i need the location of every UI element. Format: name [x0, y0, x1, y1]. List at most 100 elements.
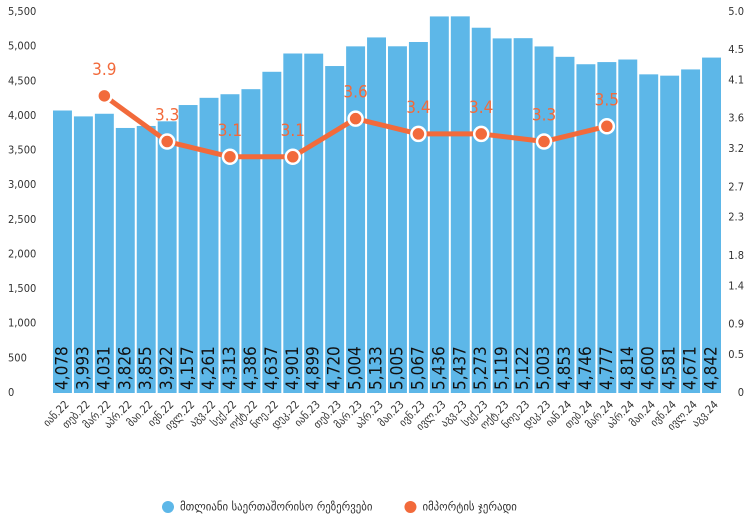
bar	[429, 16, 449, 394]
value-label: 5,003	[534, 346, 554, 390]
bar	[157, 121, 177, 393]
bar	[576, 64, 596, 394]
y-tick-label: 1,500	[8, 282, 36, 295]
y-tick-label: 5.0	[728, 5, 744, 18]
y-tick-label: 2.3	[728, 211, 744, 224]
y-tick-label: 500	[8, 351, 27, 364]
line-marker	[221, 148, 239, 166]
bar	[283, 53, 303, 394]
y-tick-label: 3,000	[8, 178, 36, 191]
value-label: 3,922	[157, 346, 177, 390]
value-label: 4,720	[325, 346, 345, 390]
bar	[262, 71, 282, 394]
value-label: 3,993	[73, 346, 93, 390]
data-label: 3.3	[532, 106, 556, 126]
line-marker	[598, 118, 616, 135]
bar	[115, 127, 135, 393]
y-tick-label: 1.8	[728, 249, 744, 262]
value-label: 4,814	[618, 346, 638, 390]
bar	[367, 37, 386, 393]
value-label: 5,119	[492, 346, 512, 390]
bar	[178, 105, 198, 394]
value-label: 4,777	[597, 346, 617, 390]
bar	[53, 110, 72, 393]
legend-label: იმპორტის ჯერადი	[422, 500, 517, 514]
value-label: 4,261	[199, 346, 219, 390]
value-label: 5,436	[429, 346, 449, 390]
value-label: 4,746	[576, 346, 596, 390]
bar	[555, 56, 575, 393]
bar	[450, 16, 470, 393]
value-label: 3,826	[115, 346, 135, 390]
y-tick-label: 2.7	[728, 180, 744, 193]
y-tick-label: 3.2	[728, 142, 744, 155]
bar	[618, 59, 638, 394]
value-label: 4,386	[241, 346, 261, 390]
y-tick-label: 5,500	[8, 5, 36, 18]
data-label: 3.4	[469, 98, 493, 118]
bar	[513, 38, 533, 393]
value-label: 4,157	[178, 346, 198, 390]
value-label: 4,899	[304, 346, 324, 390]
bar	[94, 113, 114, 394]
y-tick-label: 0	[738, 386, 744, 399]
bar	[73, 116, 93, 394]
bar	[241, 89, 261, 394]
value-label: 4,637	[262, 346, 282, 390]
bar	[199, 97, 219, 393]
legend-marker	[404, 501, 417, 513]
line-marker	[410, 125, 427, 143]
value-label: 4,600	[639, 346, 659, 390]
bar	[136, 125, 156, 393]
value-label: 4,313	[220, 346, 240, 390]
y-tick-label: 4.5	[728, 43, 744, 56]
y-tick-label: 1.4	[728, 279, 744, 292]
line-marker	[472, 125, 490, 143]
legend-marker	[162, 501, 174, 513]
y-tick-label: 0.5	[728, 348, 744, 361]
data-label: 3.5	[595, 90, 619, 110]
value-label: 4,842	[702, 346, 722, 390]
value-label: 5,004	[346, 346, 366, 390]
bar	[639, 74, 659, 393]
data-label: 3.9	[92, 60, 116, 80]
y-tick-label: 4.1	[728, 74, 744, 87]
y-tick-label: 5,000	[8, 40, 36, 53]
line-marker	[284, 148, 302, 166]
y-tick-label: 4,000	[8, 109, 36, 122]
value-label: 4,901	[283, 346, 303, 390]
bar	[388, 46, 407, 393]
value-label: 5,133	[367, 346, 387, 390]
line-marker	[347, 110, 364, 127]
bar	[702, 57, 721, 394]
bar	[660, 75, 680, 394]
y-tick-label: 0	[8, 386, 14, 399]
bar	[681, 69, 701, 393]
data-label: 3.4	[406, 98, 430, 118]
data-label: 3.1	[281, 121, 305, 141]
bar	[304, 53, 324, 394]
bar	[597, 62, 617, 394]
value-label: 5,437	[450, 346, 470, 390]
bar	[534, 46, 554, 393]
data-label: 3.3	[155, 106, 179, 126]
legend-label: მთლიანი საერთაშორისო რეზერვები	[180, 500, 373, 514]
value-label: 4,581	[660, 346, 680, 390]
bar	[408, 41, 428, 394]
value-label: 5,273	[471, 346, 491, 390]
bar	[220, 94, 240, 393]
line-marker	[96, 87, 113, 105]
value-label: 4,671	[681, 346, 701, 390]
line-marker	[158, 133, 176, 150]
y-tick-label: 1,000	[8, 317, 36, 330]
value-label: 3,855	[136, 346, 156, 390]
value-label: 5,005	[387, 346, 407, 390]
y-tick-label: 0.9	[728, 317, 744, 330]
value-label: 4,853	[555, 346, 575, 390]
data-label: 3.1	[218, 121, 242, 141]
y-tick-label: 3.6	[728, 112, 744, 125]
line-marker	[535, 133, 553, 150]
bar	[492, 38, 512, 393]
value-label: 4,078	[52, 346, 72, 390]
